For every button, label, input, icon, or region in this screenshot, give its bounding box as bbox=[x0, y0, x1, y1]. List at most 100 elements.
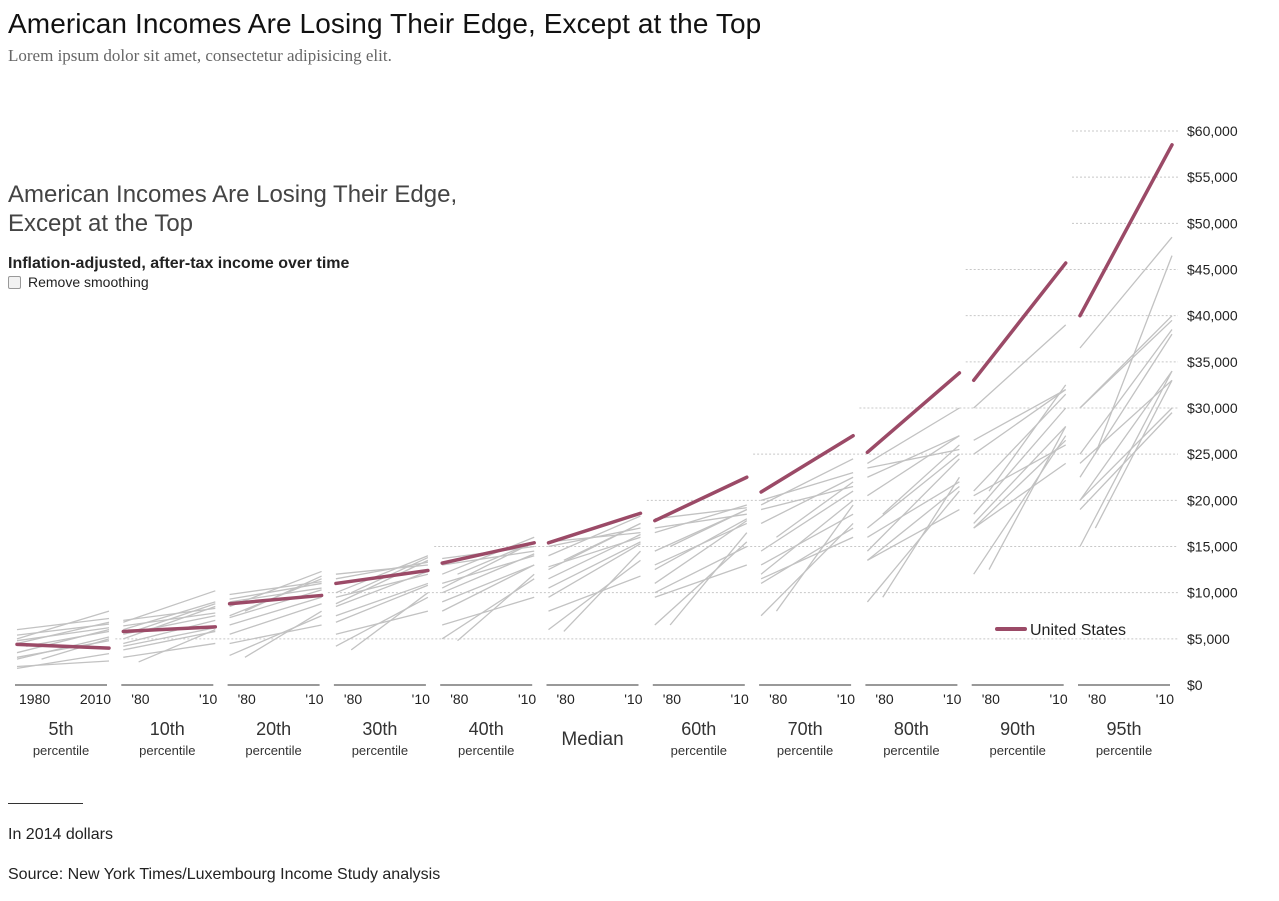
y-tick-label: $15,000 bbox=[1187, 539, 1238, 555]
country-line bbox=[123, 590, 216, 623]
panel-subname: percentile bbox=[352, 743, 408, 758]
country-line bbox=[441, 564, 535, 603]
panel-name: 40th bbox=[469, 719, 504, 739]
y-tick-label: $0 bbox=[1187, 677, 1203, 693]
x-tick-start: '80 bbox=[982, 691, 1000, 707]
country-line bbox=[335, 582, 429, 617]
x-tick-end: '10 bbox=[305, 691, 323, 707]
panel-95th: '80 '10 95th percentile bbox=[1078, 143, 1174, 758]
x-tick-start: 1980 bbox=[19, 691, 50, 707]
country-line bbox=[123, 612, 216, 627]
panel-subname: percentile bbox=[139, 743, 195, 758]
y-tick-label: $10,000 bbox=[1187, 585, 1238, 601]
x-tick-start: '80 bbox=[131, 691, 149, 707]
us-line bbox=[1078, 143, 1174, 318]
country-line bbox=[335, 596, 429, 647]
country-line bbox=[760, 490, 854, 552]
country-line bbox=[229, 580, 322, 596]
remove-smoothing-toggle[interactable]: Remove smoothing bbox=[8, 274, 149, 290]
country-line bbox=[654, 507, 747, 520]
y-tick-label: $5,000 bbox=[1187, 631, 1230, 647]
us-line bbox=[121, 625, 218, 634]
country-line bbox=[867, 508, 960, 561]
country-line bbox=[229, 589, 322, 619]
country-line bbox=[973, 393, 1067, 492]
footer-divider bbox=[8, 803, 83, 804]
country-line bbox=[442, 550, 535, 566]
country-line bbox=[1079, 379, 1173, 464]
country-line bbox=[16, 617, 110, 631]
country-line bbox=[563, 550, 641, 632]
country-line bbox=[654, 564, 748, 598]
panel-subname: percentile bbox=[883, 743, 939, 758]
panel-name: 95th bbox=[1106, 719, 1141, 739]
panel-name: Median bbox=[561, 729, 623, 750]
country-line bbox=[760, 472, 854, 501]
panel-subname: percentile bbox=[458, 743, 514, 758]
country-line bbox=[1094, 255, 1173, 455]
country-line bbox=[669, 508, 748, 548]
legend-label-united-states: United States bbox=[1030, 622, 1126, 639]
country-line bbox=[760, 536, 854, 580]
country-line bbox=[866, 490, 960, 603]
country-line bbox=[16, 610, 110, 640]
country-line bbox=[548, 575, 641, 612]
panel-30th: '80 '10 30th percentile bbox=[333, 555, 430, 758]
us-line bbox=[440, 541, 536, 565]
country-line bbox=[867, 435, 960, 497]
page-subtitle: Lorem ipsum dolor sit amet, consectetur … bbox=[8, 46, 392, 65]
country-line bbox=[229, 615, 322, 657]
us-line bbox=[653, 475, 749, 523]
x-tick-end: '10 bbox=[943, 691, 961, 707]
panel-name: 60th bbox=[681, 719, 716, 739]
country-line bbox=[123, 601, 216, 631]
country-line bbox=[654, 520, 748, 584]
country-line bbox=[882, 444, 960, 515]
panel-80th: '80 '10 80th percentile bbox=[865, 371, 962, 758]
chart-subtitle: Inflation-adjusted, after-tax income ove… bbox=[8, 255, 350, 272]
x-tick-end: '10 bbox=[731, 691, 749, 707]
panel-60th: '80 '10 60th percentile bbox=[652, 475, 749, 758]
source-note: Source: New York Times/Luxembourg Income… bbox=[8, 866, 441, 883]
smoothing-checkbox[interactable] bbox=[8, 275, 21, 289]
country-line bbox=[1079, 236, 1173, 349]
country-line bbox=[973, 444, 1067, 497]
country-line bbox=[16, 636, 110, 660]
country-line bbox=[775, 504, 854, 612]
country-line bbox=[1079, 329, 1173, 455]
country-line bbox=[867, 481, 960, 538]
country-line bbox=[335, 584, 429, 623]
country-line bbox=[1094, 380, 1173, 529]
x-tick-start: '80 bbox=[1088, 691, 1106, 707]
country-line bbox=[123, 642, 216, 658]
country-line bbox=[229, 582, 322, 600]
country-line bbox=[441, 564, 535, 612]
country-line bbox=[760, 513, 854, 566]
panel-70th: '80 '10 70th percentile bbox=[759, 433, 855, 758]
country-line bbox=[441, 578, 535, 640]
us-line bbox=[334, 568, 430, 586]
country-line bbox=[973, 426, 1067, 524]
panel-name: 5th bbox=[48, 719, 73, 739]
country-line bbox=[123, 627, 216, 647]
x-tick-start: '80 bbox=[663, 691, 681, 707]
y-tick-label: $60,000 bbox=[1187, 123, 1238, 139]
country-line bbox=[866, 458, 960, 552]
country-line bbox=[866, 453, 960, 529]
us-line bbox=[15, 642, 111, 650]
country-line bbox=[973, 388, 1067, 441]
panel-40th: '80 '10 40th percentile bbox=[440, 536, 536, 758]
country-line bbox=[1079, 315, 1173, 409]
country-line bbox=[760, 458, 854, 506]
y-tick-label: $40,000 bbox=[1187, 308, 1238, 324]
country-line bbox=[973, 389, 1067, 455]
chart-panels: 1980 2010 5th percentile '80 '10 10th percentil… bbox=[15, 143, 1174, 758]
units-note: In 2014 dollars bbox=[8, 826, 113, 843]
country-line bbox=[548, 543, 641, 598]
country-line bbox=[16, 627, 110, 642]
panel-median: '80 '10 Median bbox=[546, 511, 643, 750]
us-line bbox=[227, 593, 324, 606]
country-line bbox=[548, 536, 641, 568]
country-line bbox=[123, 607, 216, 622]
